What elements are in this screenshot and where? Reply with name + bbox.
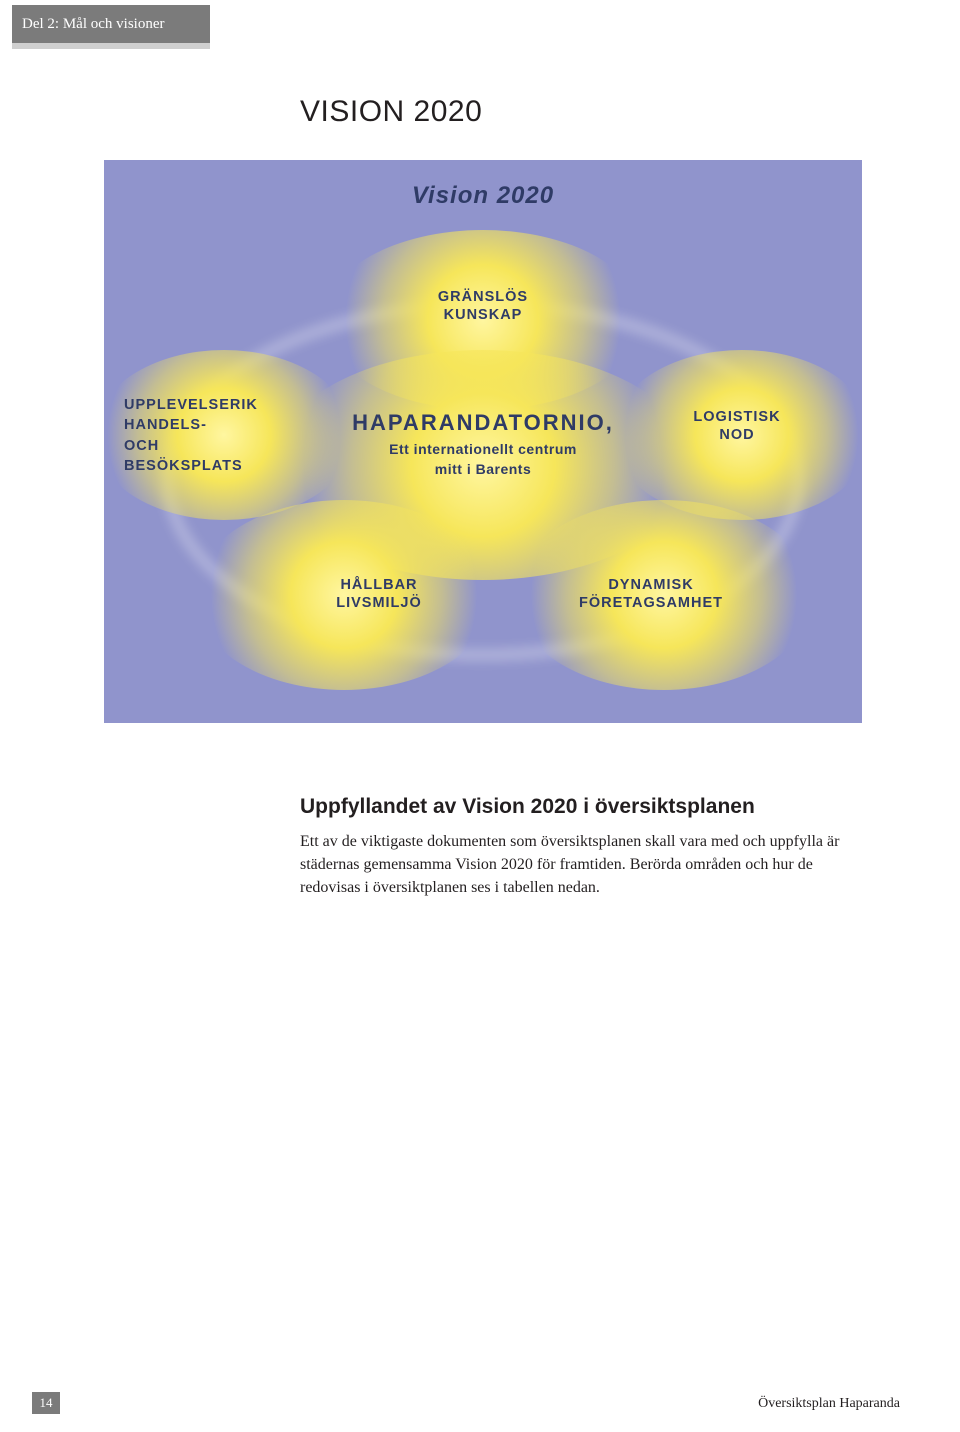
vision-diagram: Vision 2020 GRÄNSLÖSKUNSKAP UPPLEVELSERI… [104,160,862,723]
section-tab-label: Del 2: Mål och visioner [22,16,164,33]
page-number: 14 [40,1395,53,1411]
page-heading: VISION 2020 [300,95,482,129]
center-subtitle: Ett internationellt centrummitt i Barent… [293,440,673,479]
node-top-label: GRÄNSLÖSKUNSKAP [104,288,862,324]
center-title: HAPARANDATORNIO, [293,410,673,436]
page-number-badge: 14 [32,1392,60,1414]
section-tab-shadow [12,43,210,49]
node-bottom-left-label: HÅLLBARLIVSMILJÖ [294,576,464,612]
section-subheading: Uppfyllandet av Vision 2020 i översiktsp… [300,795,755,819]
node-right-label: LOGISTISKNOD [667,408,807,444]
page: Del 2: Mål och visioner VISION 2020 Visi… [0,0,960,1432]
diagram-center: HAPARANDATORNIO, Ett internationellt cen… [293,410,673,479]
diagram-title: Vision 2020 [104,182,862,210]
footer-doc-title: Översiktsplan Haparanda [758,1396,900,1412]
body-paragraph: Ett av de viktigaste dokumenten som över… [300,830,860,900]
section-tab: Del 2: Mål och visioner [12,5,210,43]
node-bottom-right-label: DYNAMISKFÖRETAGSAMHET [536,576,766,612]
node-left-label: UPPLEVELSERIKHANDELS-OCHBESÖKSPLATS [124,395,314,476]
